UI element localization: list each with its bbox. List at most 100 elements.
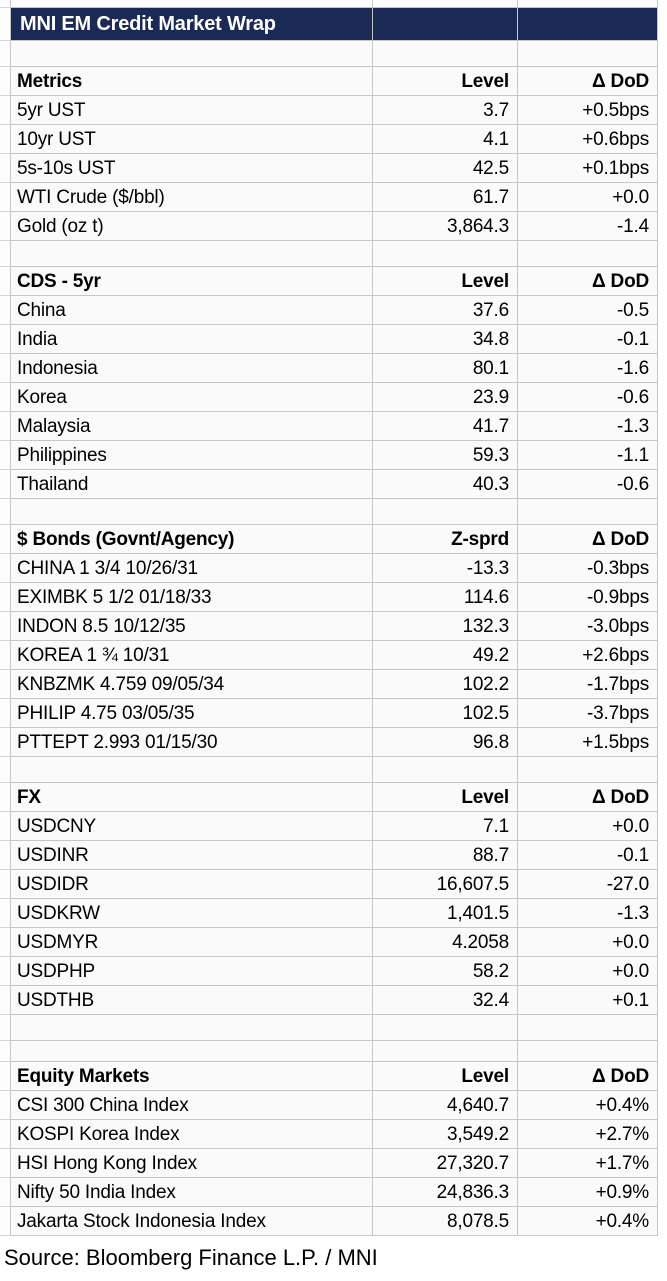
row-change: -1.4 [518,212,658,241]
blank-cell [373,1015,518,1041]
row-change: +2.7% [518,1120,658,1149]
margin-cell [658,125,667,154]
margin-cell [658,1015,667,1041]
value-column-header: Level [373,67,518,96]
section-header-label: Equity Markets [11,1062,373,1091]
blank-cell [373,41,518,67]
row-label: Malaysia [11,412,373,441]
gutter-cell [0,412,11,441]
row-change: +1.7% [518,1149,658,1178]
margin-cell [658,96,667,125]
margin-cell [658,470,667,499]
gutter-cell [0,554,11,583]
row-label: India [11,325,373,354]
row-value: 3.7 [373,96,518,125]
gutter-cell [0,441,11,470]
row-label: USDMYR [11,928,373,957]
section-header-label: FX [11,783,373,812]
row-label: Philippines [11,441,373,470]
row-label: KOREA 1 ¾ 10/31 [11,641,373,670]
gutter-cell [0,1149,11,1178]
row-label: 10yr UST [11,125,373,154]
blank-cell [518,41,658,67]
gutter-cell [0,383,11,412]
margin-cell [658,641,667,670]
gutter-cell [0,1178,11,1207]
gutter-cell [0,96,11,125]
row-value: 1,401.5 [373,899,518,928]
row-value: 58.2 [373,957,518,986]
row-value: 41.7 [373,412,518,441]
row-label: 5yr UST [11,96,373,125]
row-change: +0.4% [518,1091,658,1120]
margin-cell [658,267,667,296]
gutter-cell [0,841,11,870]
row-value: 49.2 [373,641,518,670]
change-column-header: Δ DoD [518,525,658,554]
margin-cell [658,670,667,699]
gutter-cell [0,899,11,928]
gutter-cell [0,812,11,841]
gutter-cell [0,583,11,612]
margin-cell [658,554,667,583]
blank-cell [518,1015,658,1041]
blank-cell [373,757,518,783]
row-change: +0.0 [518,957,658,986]
row-value: 4.2058 [373,928,518,957]
row-change: -0.1 [518,841,658,870]
sliver-cell [518,0,658,8]
margin-cell [658,0,667,8]
row-label: USDINR [11,841,373,870]
row-label: USDKRW [11,899,373,928]
row-label: USDCNY [11,812,373,841]
margin-cell [658,8,667,41]
row-value: 132.3 [373,612,518,641]
row-value: 27,320.7 [373,1149,518,1178]
row-label: Nifty 50 India Index [11,1178,373,1207]
value-column-header: Level [373,267,518,296]
row-label: USDPHP [11,957,373,986]
row-label: KNBZMK 4.759 09/05/34 [11,670,373,699]
gutter-cell [0,986,11,1015]
row-value: 61.7 [373,183,518,212]
row-value: 102.5 [373,699,518,728]
row-change: -1.1 [518,441,658,470]
gutter-cell [0,296,11,325]
title-spacer-cell [373,8,518,41]
gutter-cell [0,125,11,154]
gutter-cell [0,641,11,670]
source-note: Source: Bloomberg Finance L.P. / MNI [0,1236,667,1281]
row-value: 88.7 [373,841,518,870]
row-label: 5s-10s UST [11,154,373,183]
margin-cell [658,325,667,354]
margin-cell [658,412,667,441]
gutter-cell [0,928,11,957]
margin-cell [658,928,667,957]
row-change: -1.6 [518,354,658,383]
row-label: USDTHB [11,986,373,1015]
row-value: 3,864.3 [373,212,518,241]
row-change: +0.0 [518,812,658,841]
value-column-header: Level [373,783,518,812]
margin-cell [658,1207,667,1236]
row-value: 16,607.5 [373,870,518,899]
row-value: 24,836.3 [373,1178,518,1207]
value-column-header: Level [373,1062,518,1091]
gutter-cell [0,1041,11,1062]
margin-cell [658,241,667,267]
row-change: -3.7bps [518,699,658,728]
row-value: -13.3 [373,554,518,583]
margin-cell [658,728,667,757]
row-label: CSI 300 China Index [11,1091,373,1120]
margin-cell [658,812,667,841]
margin-cell [658,354,667,383]
section-header-label: Metrics [11,67,373,96]
row-change: -0.6 [518,383,658,412]
row-label: USDIDR [11,870,373,899]
margin-cell [658,441,667,470]
gutter-cell [0,1015,11,1041]
row-label: PHILIP 4.75 03/05/35 [11,699,373,728]
gutter-cell [0,354,11,383]
blank-cell [11,499,373,525]
row-change: -27.0 [518,870,658,899]
